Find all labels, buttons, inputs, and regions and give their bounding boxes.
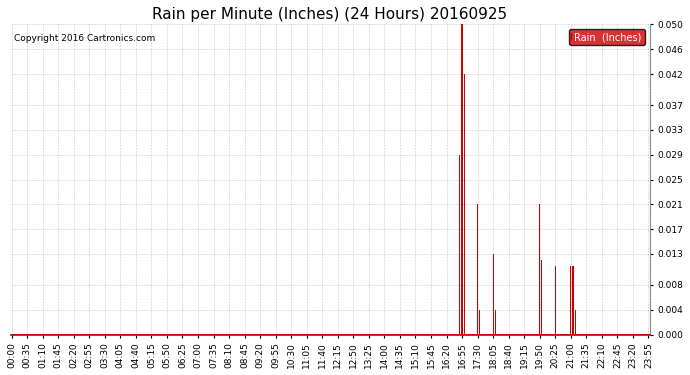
Legend: Rain  (Inches): Rain (Inches) [569, 29, 644, 45]
Bar [495, 310, 496, 334]
Bar [539, 204, 540, 334]
Bar [477, 204, 478, 334]
Text: Copyright 2016 Cartronics.com: Copyright 2016 Cartronics.com [14, 34, 155, 43]
Bar [464, 74, 465, 334]
Bar [555, 266, 556, 334]
Title: Rain per Minute (Inches) (24 Hours) 20160925: Rain per Minute (Inches) (24 Hours) 2016… [152, 7, 508, 22]
Bar [570, 266, 571, 334]
